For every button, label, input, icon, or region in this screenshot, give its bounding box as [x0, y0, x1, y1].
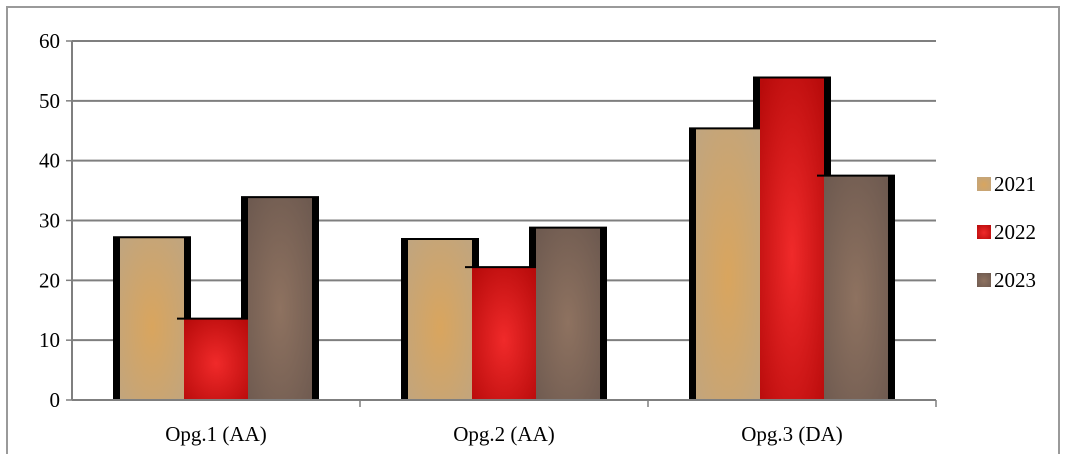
- x-tick-label: Opg.3 (DA): [741, 422, 842, 446]
- bar-2022-2: [760, 77, 824, 400]
- bar-2023-0: [248, 197, 312, 400]
- bar-2022-1: [472, 267, 536, 400]
- y-tick-labels: 0 10 20 30 40 50 60: [39, 29, 60, 412]
- y-tick-label: 20: [39, 268, 60, 292]
- bar-2021-0: [120, 237, 184, 400]
- x-tick-label: Opg.2 (AA): [453, 422, 554, 446]
- y-tick-label: 30: [39, 209, 60, 233]
- x-tick-labels: Opg.1 (AA) Opg.2 (AA) Opg.3 (DA): [165, 422, 842, 446]
- axes: [66, 40, 937, 407]
- y-tick-label: 50: [39, 89, 60, 113]
- y-tick-label: 60: [39, 29, 60, 53]
- bar-2021-1: [408, 239, 472, 400]
- legend-label-2022: 2022: [994, 220, 1036, 244]
- bar-2022-0: [184, 318, 248, 400]
- legend-label-2021: 2021: [994, 172, 1036, 196]
- legend-label-2023: 2023: [994, 268, 1036, 292]
- y-tick-label: 40: [39, 149, 60, 173]
- legend-swatch-2023: [977, 273, 991, 287]
- y-tick-label: 10: [39, 328, 60, 352]
- y-tick-label: 0: [50, 388, 61, 412]
- bar-2023-2: [824, 175, 888, 400]
- legend-swatch-2021: [977, 177, 991, 191]
- bars: [113, 76, 895, 400]
- bar-2023-1: [536, 227, 600, 400]
- x-tick-label: Opg.1 (AA): [165, 422, 266, 446]
- legend: 2021 2022 2023: [977, 172, 1036, 292]
- bar-2021-2: [696, 128, 760, 400]
- legend-swatch-2022: [977, 225, 991, 239]
